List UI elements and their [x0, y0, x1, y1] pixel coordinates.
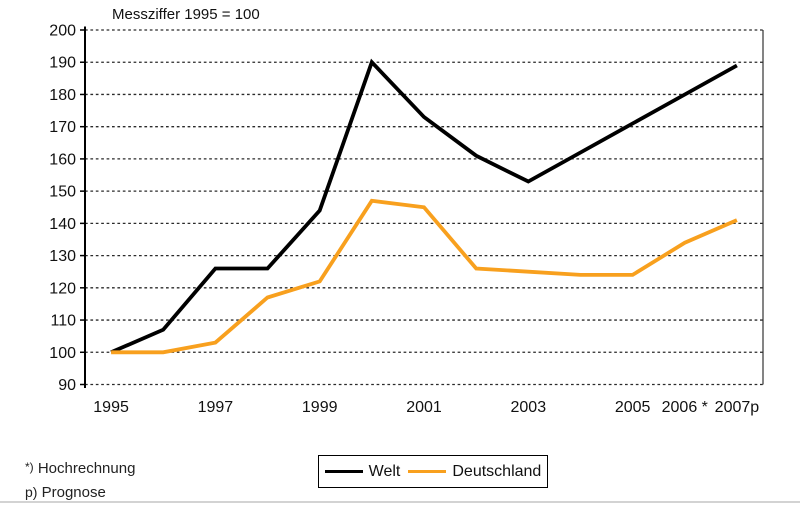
y-tick-label: 200 [49, 23, 76, 40]
legend-box: Welt Deutschland [318, 455, 548, 488]
y-tick-label: 120 [49, 280, 76, 297]
series-line-deutschland [111, 198, 738, 355]
chart-title: Messziffer 1995 = 100 [112, 6, 260, 23]
y-tick-label: 170 [49, 119, 76, 136]
x-tick-label: 2005 [615, 399, 651, 416]
y-tick-label: 190 [49, 55, 76, 72]
footnote-hochrechnung-symbol: *) [25, 460, 34, 474]
footnote-prognose: p) Prognose [25, 484, 106, 501]
x-tick-label: 1995 [93, 399, 129, 416]
y-tick-label: 150 [49, 184, 76, 201]
x-tick-label: 2003 [511, 399, 547, 416]
bottom-divider [0, 501, 800, 503]
y-tick-label: 100 [49, 345, 76, 362]
x-tick-label: 1997 [198, 399, 234, 416]
footnote-prognose-label: Prognose [41, 484, 106, 501]
footnote-prognose-symbol: p) [25, 484, 38, 500]
x-tick-label: 2001 [406, 399, 442, 416]
x-tick-label: 2006 * [662, 399, 708, 416]
legend-item-deutschland: Deutschland [408, 463, 541, 481]
y-tick-label: 130 [49, 248, 76, 265]
welt-line-swatch [324, 469, 363, 474]
series-line-welt [110, 58, 738, 355]
deutschland-line-swatch [408, 469, 447, 474]
y-tick-label: 140 [49, 216, 76, 233]
x-tick-label: 1999 [302, 399, 338, 416]
footnote-hochrechnung-label: Hochrechnung [37, 460, 136, 477]
legend-label-welt: Welt [368, 462, 401, 480]
footnote-hochrechnung: *) Hochrechnung [25, 460, 135, 477]
legend-item-welt: Welt [324, 462, 401, 481]
y-tick-label: 110 [50, 313, 76, 330]
y-tick-label: 90 [58, 377, 76, 394]
legend-label-deutschland: Deutschland [452, 462, 542, 480]
y-tick-label: 180 [49, 87, 76, 104]
y-tick-label: 160 [49, 151, 76, 168]
x-tick-label: 2007p [715, 399, 760, 416]
